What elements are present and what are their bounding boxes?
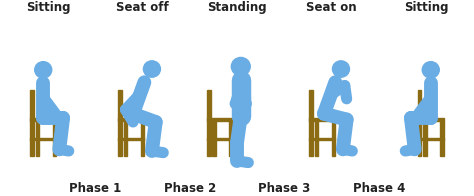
Bar <box>141 121 145 156</box>
Ellipse shape <box>422 62 439 78</box>
Bar <box>30 138 56 140</box>
Bar <box>309 138 335 140</box>
Bar <box>118 138 145 140</box>
Bar <box>229 121 233 156</box>
Bar <box>423 121 427 156</box>
Ellipse shape <box>332 61 349 77</box>
Text: Phase 2: Phase 2 <box>164 182 216 195</box>
Bar <box>309 90 313 156</box>
Bar <box>331 121 335 156</box>
Text: Phase 3: Phase 3 <box>258 182 310 195</box>
Ellipse shape <box>35 62 52 78</box>
Ellipse shape <box>231 57 250 76</box>
Bar <box>124 121 128 156</box>
Bar <box>315 121 318 156</box>
Text: Phase 4: Phase 4 <box>353 182 405 195</box>
Bar <box>207 138 233 140</box>
Bar <box>207 118 233 121</box>
Bar <box>207 90 210 156</box>
Bar <box>53 121 56 156</box>
Bar <box>118 90 122 156</box>
Bar <box>212 121 216 156</box>
Bar <box>118 118 145 121</box>
Bar <box>309 118 335 121</box>
Text: Seat on: Seat on <box>306 1 357 14</box>
Text: Sitting: Sitting <box>26 1 70 14</box>
Bar <box>418 138 444 140</box>
Bar <box>30 118 56 121</box>
Bar <box>440 121 444 156</box>
Text: Sitting: Sitting <box>404 1 448 14</box>
Bar <box>418 90 421 156</box>
Text: Seat off: Seat off <box>116 1 169 14</box>
Bar <box>36 121 39 156</box>
Text: Phase 1: Phase 1 <box>69 182 121 195</box>
Bar <box>30 90 34 156</box>
Ellipse shape <box>144 61 160 77</box>
Text: Standing: Standing <box>207 1 267 14</box>
Bar <box>418 118 444 121</box>
